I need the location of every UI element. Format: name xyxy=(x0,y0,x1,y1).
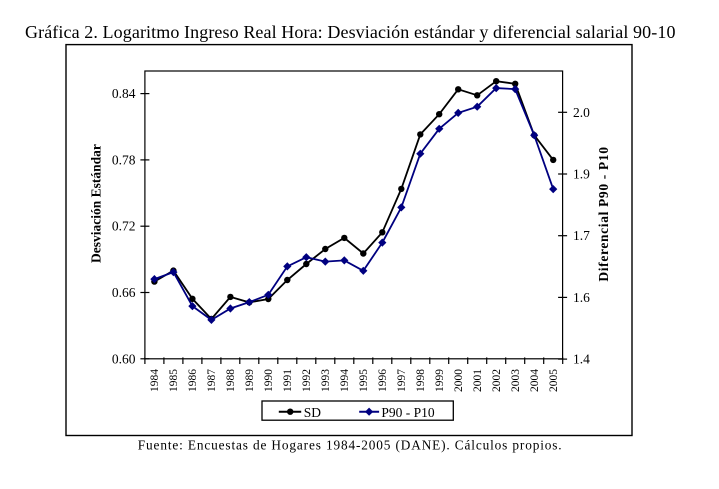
svg-text:P90 - P10: P90 - P10 xyxy=(381,405,435,420)
svg-text:1990: 1990 xyxy=(263,369,275,392)
svg-text:0.72: 0.72 xyxy=(112,219,136,234)
svg-text:1991: 1991 xyxy=(282,369,294,392)
svg-text:0.66: 0.66 xyxy=(112,285,136,300)
svg-text:2003: 2003 xyxy=(510,369,522,392)
svg-text:1986: 1986 xyxy=(187,369,199,392)
svg-text:2001: 2001 xyxy=(472,369,484,392)
svg-text:1993: 1993 xyxy=(320,369,332,392)
svg-text:Fuente: Encuestas de Hogares 1: Fuente: Encuestas de Hogares 1984-2005 (… xyxy=(138,437,563,452)
svg-text:Diferencial P90 - P10: Diferencial P90 - P10 xyxy=(596,146,611,281)
svg-text:1999: 1999 xyxy=(434,369,446,392)
svg-text:1988: 1988 xyxy=(225,369,237,392)
svg-text:2002: 2002 xyxy=(491,369,503,392)
svg-text:2.0: 2.0 xyxy=(573,105,590,120)
svg-text:1985: 1985 xyxy=(168,369,180,392)
svg-text:1992: 1992 xyxy=(301,369,313,392)
svg-text:Desviación Estándar: Desviación Estándar xyxy=(89,144,104,263)
svg-text:0.78: 0.78 xyxy=(112,152,136,167)
svg-text:0.84: 0.84 xyxy=(112,86,136,101)
svg-text:1997: 1997 xyxy=(396,369,408,392)
svg-text:1989: 1989 xyxy=(244,369,256,392)
svg-text:1995: 1995 xyxy=(358,369,370,392)
svg-text:1.6: 1.6 xyxy=(573,290,590,305)
svg-text:1998: 1998 xyxy=(415,369,427,392)
svg-text:2000: 2000 xyxy=(453,369,465,392)
svg-text:SD: SD xyxy=(304,405,322,420)
svg-text:2005: 2005 xyxy=(548,369,560,392)
svg-text:1.7: 1.7 xyxy=(573,228,590,243)
svg-text:1984: 1984 xyxy=(149,369,161,392)
svg-text:1.9: 1.9 xyxy=(573,167,590,182)
svg-text:0.60: 0.60 xyxy=(112,351,136,366)
svg-text:1987: 1987 xyxy=(206,369,218,392)
svg-text:1.4: 1.4 xyxy=(573,352,590,367)
svg-text:1996: 1996 xyxy=(377,369,389,392)
svg-text:2004: 2004 xyxy=(529,369,541,392)
svg-text:1994: 1994 xyxy=(339,369,351,392)
svg-text:Gráfica 2. Logaritmo Ingreso R: Gráfica 2. Logaritmo Ingreso Real Hora: … xyxy=(25,22,676,42)
